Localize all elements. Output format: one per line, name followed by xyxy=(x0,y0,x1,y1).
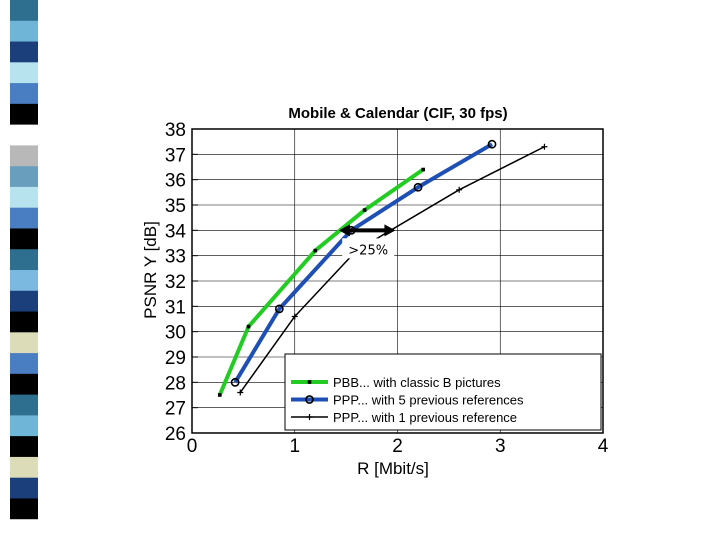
y-tick-label: 26 xyxy=(165,424,186,445)
strip-block xyxy=(10,83,38,105)
data-point xyxy=(230,377,240,387)
strip-block xyxy=(10,20,38,43)
data-point xyxy=(246,324,251,329)
y-tick-label: 37 xyxy=(165,145,186,166)
legend-label: PPP... with 1 previous reference xyxy=(333,410,517,425)
strip-block xyxy=(10,0,38,22)
strip-block xyxy=(10,353,38,375)
y-tick-label: 30 xyxy=(165,323,186,344)
x-tick-label: 1 xyxy=(289,436,300,457)
data-point xyxy=(313,248,318,253)
series-1 xyxy=(217,167,425,397)
annotation-arrow-head-right xyxy=(384,224,396,237)
annotation-arrow-head-left xyxy=(338,224,350,237)
strip-block xyxy=(10,249,38,271)
data-point xyxy=(421,167,425,172)
strip-block xyxy=(10,394,38,416)
y-axis-label: PSNR Y [dB] xyxy=(141,221,160,319)
strip-block xyxy=(10,373,38,396)
strip-block xyxy=(10,415,38,437)
data-point xyxy=(305,395,314,404)
strip-block xyxy=(10,519,38,540)
data-point xyxy=(217,393,222,397)
data-point xyxy=(456,186,463,193)
strip-block xyxy=(10,103,38,126)
x-tick-label: 0 xyxy=(187,436,198,457)
chart-title: Mobile & Calendar (CIF, 30 fps) xyxy=(288,105,507,122)
legend-label: PBB... with classic B pictures xyxy=(333,375,501,390)
y-tick-label: 28 xyxy=(165,373,186,394)
annotation: >25% xyxy=(338,224,396,259)
data-point xyxy=(487,139,497,149)
y-tick-label: 36 xyxy=(165,171,186,192)
legend-entry: PPP... with 5 previous references xyxy=(291,393,524,408)
x-axis-label: R [Mbit/s] xyxy=(357,459,429,478)
legend-entry: PBB... with classic B pictures xyxy=(291,375,501,390)
strip-block xyxy=(10,228,38,250)
legend-box xyxy=(284,353,602,431)
legend: PBB... with classic B pictures PPP... wit… xyxy=(284,353,602,431)
y-tick-label: 34 xyxy=(165,221,187,242)
strip-block xyxy=(10,207,38,229)
y-axis-ticks: 26 27 28 29 30 31 32 33 34 35 36 37 38 xyxy=(165,120,198,445)
x-axis-ticks: 0 1 2 3 4 xyxy=(187,436,609,457)
strip-block xyxy=(10,124,38,146)
x-tick-label: 4 xyxy=(598,436,609,457)
strip-block xyxy=(10,62,38,84)
y-tick-label: 35 xyxy=(165,196,186,217)
annotation-label: >25% xyxy=(348,243,388,258)
legend-label: PPP... with 5 previous references xyxy=(333,393,524,408)
strip-block xyxy=(10,477,38,499)
y-tick-label: 38 xyxy=(165,120,186,141)
strip-block xyxy=(10,186,38,209)
annotation-label-bg xyxy=(342,238,395,259)
y-tick-label: 31 xyxy=(165,297,186,318)
strip-block xyxy=(10,498,38,520)
data-point xyxy=(291,313,298,320)
y-tick-label: 32 xyxy=(165,272,186,293)
x-tick-label: 3 xyxy=(495,436,506,457)
strip-block xyxy=(10,290,38,313)
strip-block xyxy=(10,145,38,167)
strip-block xyxy=(10,332,38,354)
x-tick-label: 2 xyxy=(392,436,403,457)
strip-block xyxy=(10,166,38,188)
data-point xyxy=(413,182,423,192)
y-tick-label: 29 xyxy=(165,348,186,369)
data-point xyxy=(307,380,312,384)
y-tick-label: 27 xyxy=(165,399,186,420)
data-point xyxy=(362,208,367,212)
strip-block xyxy=(10,456,38,479)
y-tick-label: 33 xyxy=(165,247,186,268)
strip-block xyxy=(10,41,38,63)
data-point xyxy=(274,304,284,314)
strip-block xyxy=(10,270,38,292)
data-point xyxy=(237,389,244,396)
strip-block xyxy=(10,311,38,333)
decorative-color-strip xyxy=(10,0,38,540)
data-point xyxy=(541,143,548,150)
legend-entry: PPP... with 1 previous reference xyxy=(291,410,517,425)
data-point xyxy=(306,414,313,420)
strip-block xyxy=(10,436,38,458)
